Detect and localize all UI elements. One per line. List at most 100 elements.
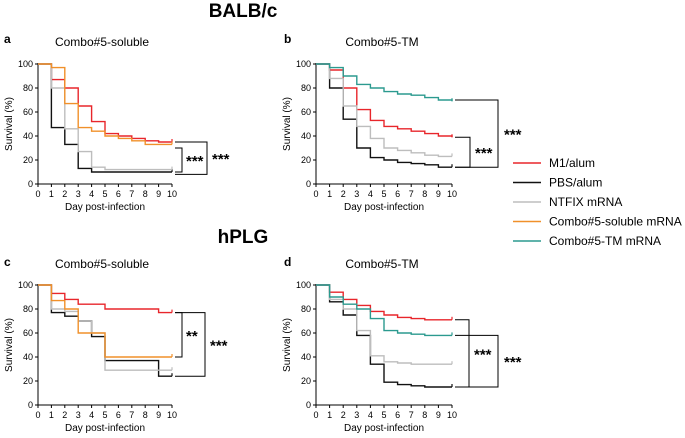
x-tick-label: 6: [116, 189, 121, 199]
x-tick-label: 9: [156, 410, 161, 420]
y-tick-label: 40: [23, 131, 33, 141]
survival-curve-pbs-alum: [316, 63, 452, 168]
y-tick-label: 0: [306, 400, 311, 410]
x-tick-label: 3: [354, 410, 359, 420]
x-tick-label: 8: [143, 189, 148, 199]
x-tick-label: 10: [167, 410, 177, 420]
x-tick-label: 0: [313, 410, 318, 420]
x-axis-label: Day post-infection: [65, 202, 145, 213]
significance-bracket: [455, 334, 499, 388]
significance-bracket: [175, 312, 206, 377]
x-tick-label: 0: [35, 410, 40, 420]
x-tick-label: 1: [49, 189, 54, 199]
x-tick-label: 6: [116, 410, 121, 420]
x-tick-label: 2: [62, 410, 67, 420]
significance-label: **: [186, 328, 198, 345]
significance-bracket: [175, 312, 183, 358]
x-tick-label: 0: [313, 189, 318, 199]
y-axis-label: Survival (%): [4, 318, 15, 372]
panel-title: Combo#5-soluble: [55, 257, 149, 271]
x-tick-label: 1: [327, 189, 332, 199]
panel-title: Combo#5-TM: [345, 35, 418, 49]
legend-label: M1/alum: [549, 156, 595, 170]
y-tick-label: 20: [23, 376, 33, 386]
y-tick-label: 100: [18, 280, 33, 290]
x-tick-label: 2: [341, 189, 346, 199]
x-tick-label: 9: [436, 189, 441, 199]
x-tick-label: 10: [447, 410, 457, 420]
x-tick-label: 8: [422, 189, 427, 199]
survival-curve-combo-5-tm-mrna: [316, 284, 452, 337]
x-tick-label: 2: [341, 410, 346, 420]
x-tick-label: 3: [76, 410, 81, 420]
y-tick-label: 20: [23, 155, 33, 165]
x-tick-label: 3: [76, 189, 81, 199]
y-tick-label: 0: [306, 179, 311, 189]
x-tick-label: 5: [381, 189, 386, 199]
y-tick-label: 20: [301, 376, 311, 386]
panel-title: Combo#5-TM: [345, 257, 418, 271]
y-tick-label: 0: [28, 179, 33, 189]
x-tick-label: 10: [167, 189, 177, 199]
y-tick-label: 40: [301, 131, 311, 141]
significance-bracket: [175, 141, 208, 175]
y-tick-label: 40: [23, 352, 33, 362]
legend-label: Combo#5-TM mRNA: [549, 234, 661, 248]
y-tick-label: 20: [301, 155, 311, 165]
x-tick-label: 2: [62, 189, 67, 199]
survival-curve-combo-5-tm-mrna: [316, 63, 453, 102]
significance-label: ***: [504, 354, 522, 371]
x-tick-label: 9: [436, 410, 441, 420]
survival-curve-combo-5-soluble-mrna: [38, 284, 172, 358]
y-tick-label: 100: [296, 59, 311, 69]
significance-bracket: [175, 147, 183, 173]
y-tick-label: 100: [18, 59, 33, 69]
x-axis-label: Day post-infection: [65, 423, 145, 434]
section-title-hplg: hPLG: [218, 227, 269, 248]
significance-label: ***: [474, 346, 492, 363]
x-tick-label: 4: [89, 410, 94, 420]
y-tick-label: 80: [23, 83, 33, 93]
significance-bracket: [455, 136, 471, 168]
x-tick-label: 8: [143, 410, 148, 420]
y-tick-label: 80: [23, 304, 33, 314]
y-tick-label: 60: [301, 328, 311, 338]
x-tick-label: 5: [102, 410, 107, 420]
legend-label: PBS/alum: [549, 176, 602, 190]
survival-curve-m1-alum: [38, 63, 172, 143]
significance-label: ***: [186, 153, 204, 170]
x-tick-label: 6: [395, 189, 400, 199]
y-tick-label: 60: [23, 107, 33, 117]
survival-curve-combo-5-soluble-mrna: [38, 63, 172, 146]
x-axis-label: Day post-infection: [344, 423, 424, 434]
panel-letter: c: [4, 255, 11, 269]
x-tick-label: 7: [129, 189, 134, 199]
y-tick-label: 80: [301, 304, 311, 314]
y-axis-label: Survival (%): [282, 318, 293, 372]
x-tick-label: 1: [327, 410, 332, 420]
survival-curve-m1-alum: [316, 63, 453, 138]
x-tick-label: 3: [354, 189, 359, 199]
y-tick-label: 0: [28, 400, 33, 410]
survival-curve-m1-alum: [316, 284, 452, 321]
y-axis-label: Survival (%): [4, 97, 15, 151]
significance-label: ***: [504, 127, 522, 144]
significance-bracket: [455, 99, 499, 168]
significance-label: ***: [212, 151, 230, 168]
x-tick-label: 4: [368, 410, 373, 420]
significance-bracket: [455, 319, 470, 388]
survival-curve-ntfix-mrna: [316, 63, 452, 158]
legend: M1/alum PBS/alum NTFIX mRNA Combo#5-soluble…: [513, 156, 682, 248]
x-tick-label: 0: [35, 189, 40, 199]
panel-letter: b: [284, 32, 291, 46]
x-tick-label: 10: [447, 189, 457, 199]
y-tick-label: 40: [301, 352, 311, 362]
panel-letter: d: [284, 255, 291, 269]
y-axis-label: Survival (%): [282, 97, 293, 151]
